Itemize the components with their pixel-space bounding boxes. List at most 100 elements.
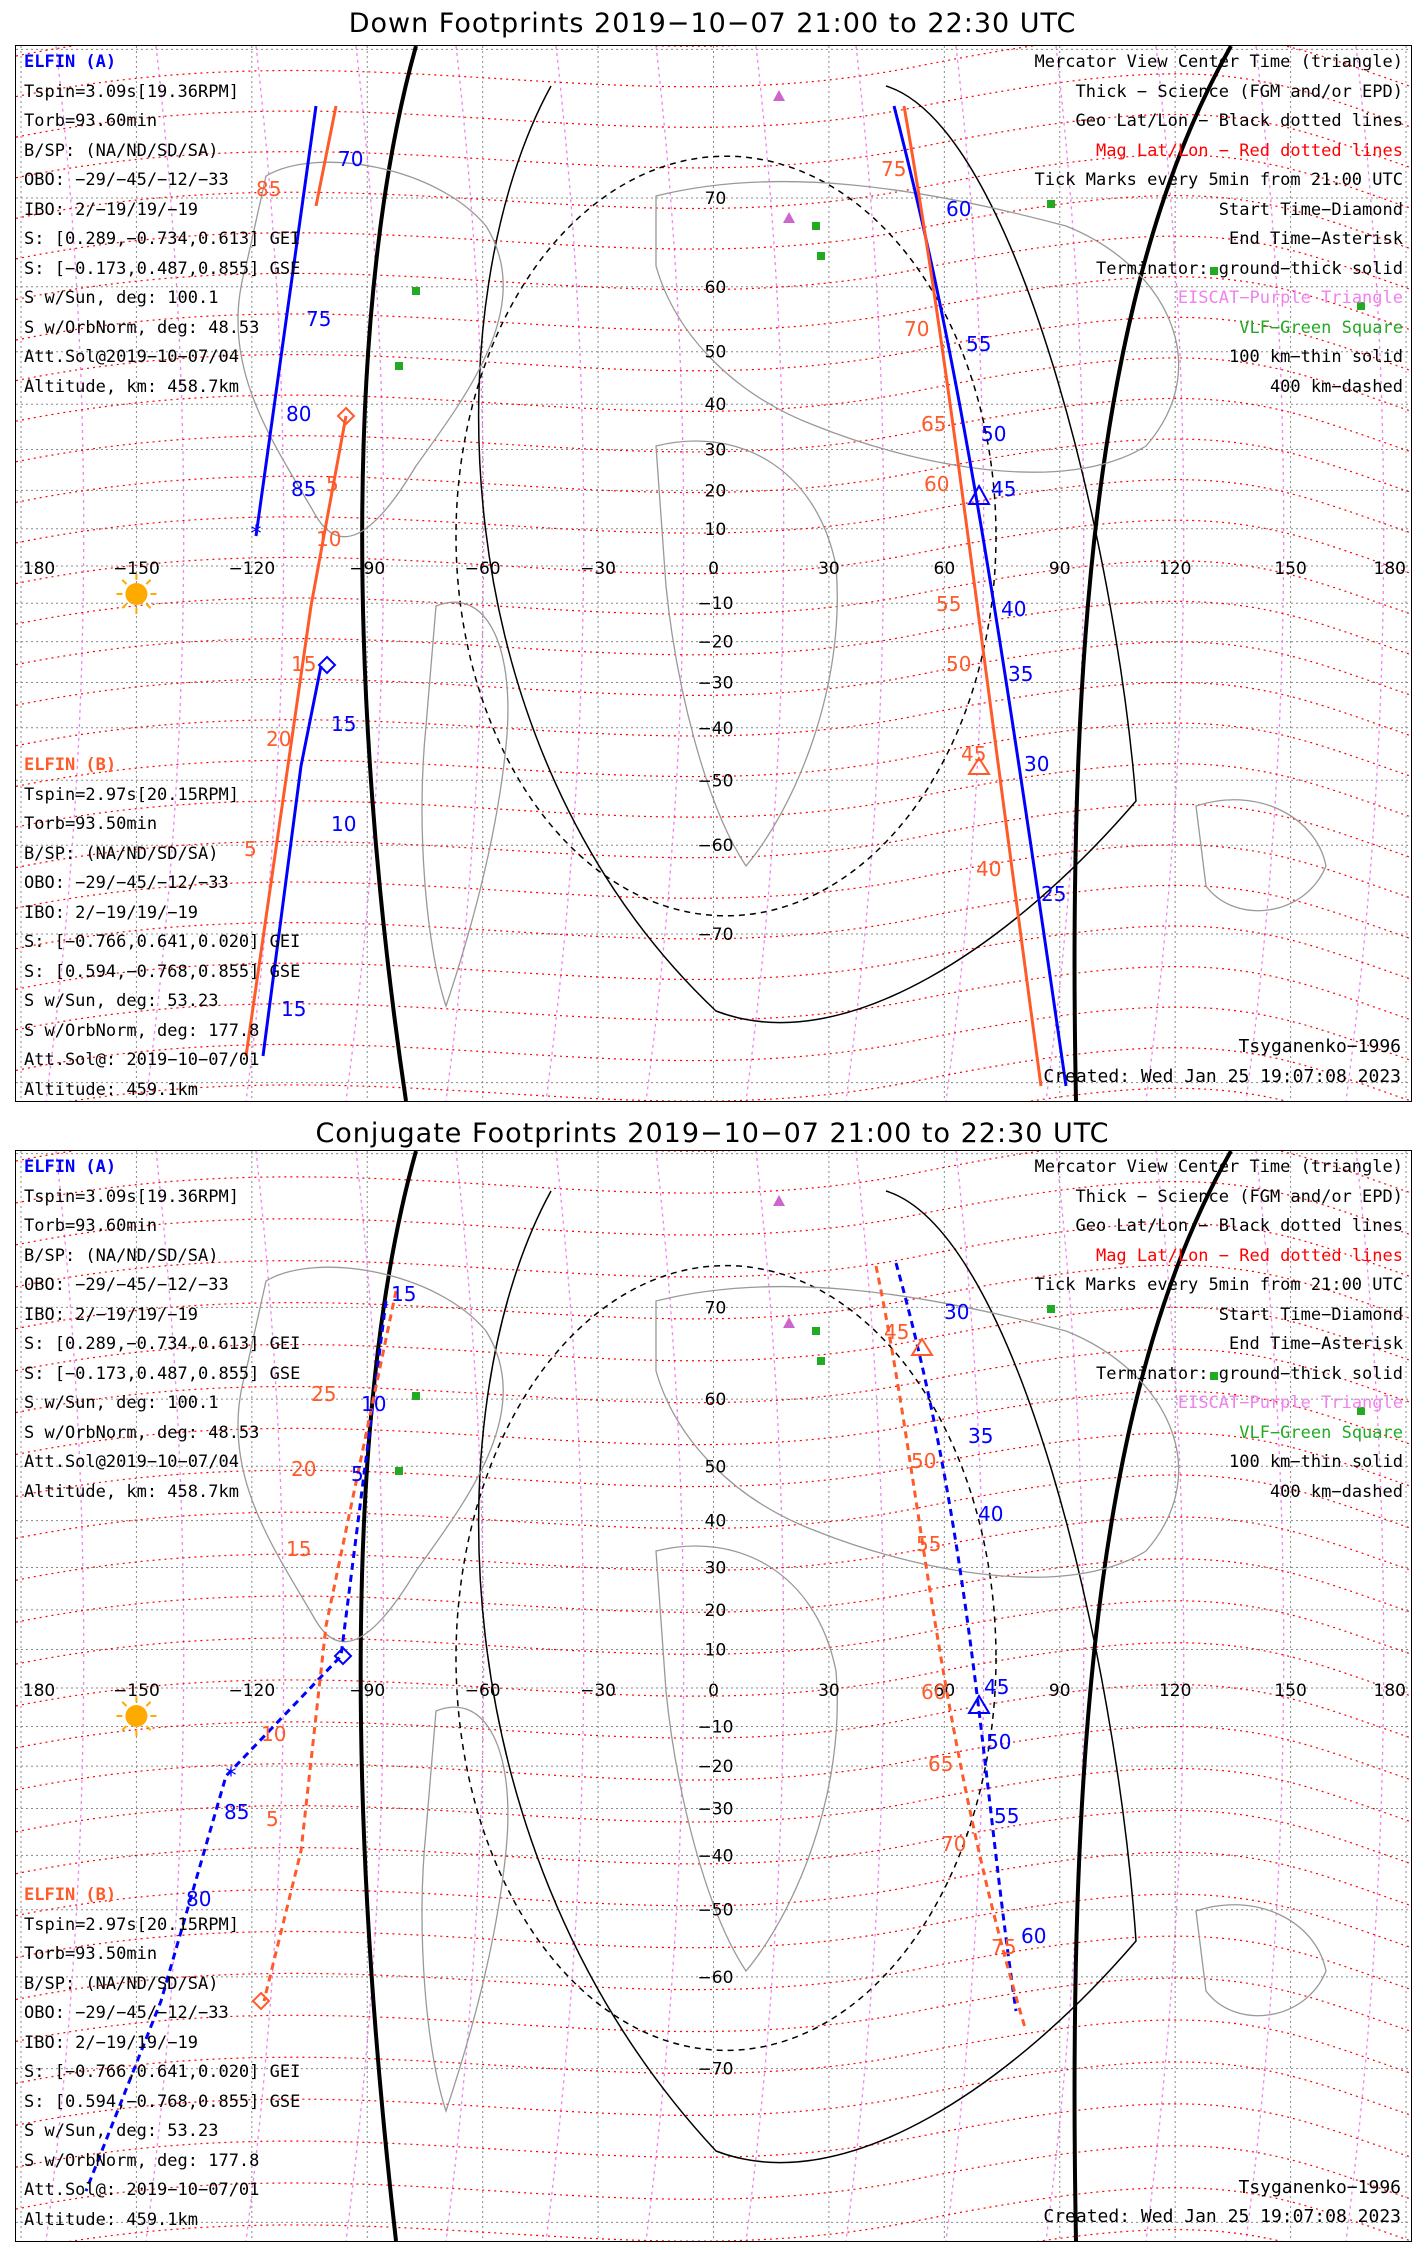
- info-line: OBO: −29/−45/−12/−33: [24, 170, 229, 190]
- vlf-square: [812, 222, 820, 230]
- lon-tick-label: 150: [1274, 559, 1306, 579]
- info-line: S w/OrbNorm, deg: 48.53: [24, 1422, 260, 1443]
- mag-parallel: [16, 1977, 1411, 2042]
- right-b-time-label: 45: [961, 742, 986, 766]
- info-line: Thick − Science (FGM and/or EPD): [1075, 1186, 1403, 1207]
- info-line: 400 km−dashed: [1269, 376, 1403, 397]
- vlf-square: [395, 362, 403, 370]
- track-b-time-label: 5: [326, 472, 339, 496]
- vlf-square: [812, 1327, 820, 1335]
- mag-parallel: [16, 1222, 1411, 1288]
- track-a-time-label: 85: [224, 1800, 249, 1824]
- elfin-b-info: ELFIN (B) Tspin=2.97s[20.15RPM] Torb=93.50…: [24, 1881, 300, 2235]
- mag-parallel: [16, 1306, 1411, 1372]
- mag-parallel: [16, 1390, 1411, 1456]
- info-line: Att.Sol@2019−10−07/04: [24, 347, 239, 367]
- track-b-time-label: 5: [244, 837, 257, 861]
- center-triangle: [910, 1337, 934, 1356]
- sun-ray: [145, 1701, 152, 1707]
- lon-tick-label: 120: [1159, 559, 1191, 579]
- elfin-b-track-right: [902, 105, 1043, 1087]
- mag-parallel: [16, 763, 1411, 828]
- track-a-time-label: 80: [286, 402, 311, 426]
- right-b-time-label: 55: [916, 1532, 941, 1556]
- lat-tick-label: 10: [705, 1641, 727, 1661]
- lon-tick-label: 60: [934, 1681, 956, 1701]
- track-a-time-label: 10: [361, 1392, 386, 1416]
- mag-parallel: [16, 519, 1411, 585]
- panel-title: Down Footprints 2019−10−07 21:00 to 22:3…: [348, 8, 1077, 39]
- map-panel-down: 180 −150 −120 −90 −60 −30 0 30 60 90 120 150 180 70 60…: [15, 45, 1412, 1102]
- track-b-time-label: 25: [311, 1382, 336, 1406]
- mag-parallel: [16, 803, 1411, 869]
- mag-parallel: [16, 1558, 1411, 1623]
- lat-tick-label: −60: [698, 1968, 734, 1988]
- mag-parallel: [16, 1893, 1411, 1959]
- mag-parallel: [16, 46, 1411, 98]
- lat-tick-label: −10: [698, 1717, 734, 1737]
- mag-parallel: [16, 965, 1411, 1031]
- lat-tick-label: −70: [698, 2060, 734, 2080]
- right-b-time-label: 75: [881, 157, 906, 181]
- lat-tick-label: 40: [705, 395, 727, 415]
- info-line: S w/OrbNorm, deg: 48.53: [24, 317, 260, 338]
- mag-meridian: [145, 1151, 185, 2241]
- mag-meridian: [645, 46, 685, 1101]
- mag-parallel: [16, 1264, 1411, 1330]
- model-label: Tsyganenko−1996: [1238, 1036, 1401, 1057]
- info-line: Att.Sol@: 2019−10−07/01: [24, 1050, 260, 1070]
- legend: Mercator View Center Time (triangle) Thic…: [1035, 1153, 1403, 1507]
- info-line: 100 km−thin solid: [1229, 347, 1403, 367]
- terminator: [360, 46, 418, 1101]
- track-a-time-label: 15: [331, 712, 356, 736]
- right-b-time-label: 65: [928, 1752, 953, 1776]
- lon-tick-label: 0: [708, 1681, 719, 1701]
- continent-outline: [1195, 1904, 1327, 2017]
- info-line: Geo Lat/Lon − Black dotted lines: [1075, 1216, 1403, 1236]
- continent-outline: [421, 1706, 509, 2114]
- mag-meridian: [345, 1151, 385, 2241]
- lat-tick-label: 20: [705, 481, 727, 501]
- info-line: S w/Sun, deg: 53.23: [24, 2121, 219, 2141]
- info-line: Tspin=2.97s[20.15RPM]: [24, 1914, 239, 1935]
- info-line: OBO: −29/−45/−12/−33: [24, 873, 229, 893]
- lat-tick-label: −20: [698, 633, 734, 653]
- terminator: [358, 1151, 418, 2241]
- right-a-time-label: 55: [966, 332, 991, 356]
- info-line: S w/Sun, deg: 100.1: [24, 288, 219, 308]
- eiscat-triangle: [773, 90, 785, 101]
- lon-tick-label: 60: [934, 559, 956, 579]
- lon-tick-label: −150: [113, 559, 160, 579]
- mag-parallel: [69, 2187, 1411, 2241]
- mag-meridian: [245, 1151, 285, 2241]
- lat-tick-label: −10: [698, 594, 734, 614]
- start-diamond: [333, 1646, 353, 1666]
- mag-parallel: [16, 2145, 1411, 2210]
- mag-parallel: [16, 1474, 1411, 1539]
- continent-outline: [237, 161, 504, 538]
- mag-parallel: [16, 113, 1411, 179]
- info-line: EISCAT−Purple Triangle: [1177, 288, 1403, 308]
- lon-tick-label: 90: [1049, 559, 1071, 579]
- mag-meridian: [45, 1151, 85, 2241]
- info-line: Mercator View Center Time (triangle): [1034, 52, 1403, 72]
- mag-parallel: [16, 2103, 1411, 2168]
- vlf-square: [817, 252, 825, 260]
- sun-icon: [125, 1705, 148, 1727]
- lon-tick-label: 180: [23, 1681, 55, 1701]
- info-line: B/SP: (NA/ND/SD/SA): [24, 1973, 219, 1994]
- info-line: 400 km−dashed: [1269, 1481, 1403, 1502]
- mag-meridian: [845, 46, 885, 1101]
- footprint-400km: [455, 1264, 997, 2052]
- continent-outline: [1195, 799, 1327, 912]
- right-b-time-label: 70: [904, 317, 929, 341]
- elfin-b-track-north: [314, 105, 338, 207]
- mag-parallel: [16, 235, 1411, 301]
- lon-tick-label: −60: [465, 1681, 501, 1701]
- mag-parallel: [16, 154, 1411, 219]
- info-line: Torb=93.50min: [24, 814, 158, 834]
- legend: Mercator View Center Time (triangle) Thic…: [1035, 48, 1403, 402]
- mag-meridian: [945, 46, 985, 1101]
- start-diamond: [251, 1991, 271, 2011]
- info-line: S w/Sun, deg: 53.23: [24, 991, 219, 1011]
